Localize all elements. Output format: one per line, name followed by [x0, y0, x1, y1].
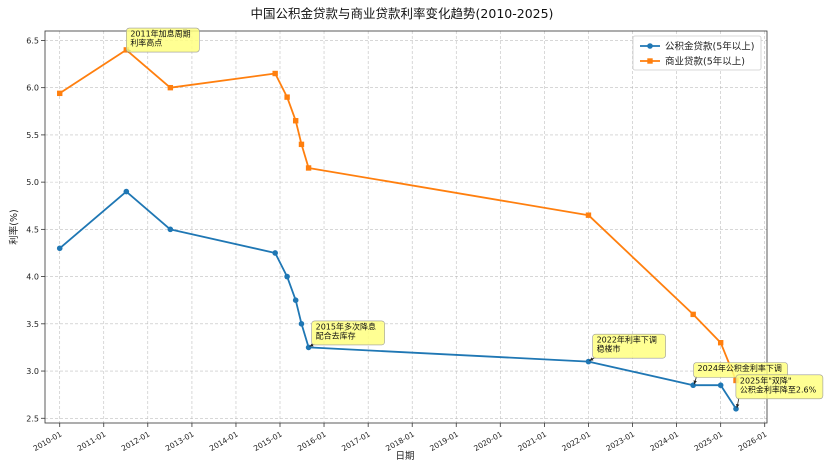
- y-tick-label: 5.0: [26, 178, 39, 187]
- data-point: [167, 84, 174, 91]
- x-tick-label: 2014-01: [208, 429, 240, 453]
- x-tick-label: 2011-01: [76, 429, 108, 453]
- series-line-0: [59, 190, 737, 410]
- data-point: [690, 382, 696, 389]
- data-point: [298, 141, 305, 148]
- x-tick-label: 2025-01: [693, 429, 725, 453]
- x-tick-label: 2026-01: [737, 429, 769, 453]
- annotation-arrowhead: [589, 357, 594, 361]
- data-point: [272, 70, 278, 77]
- y-tick-label: 3.0: [26, 367, 39, 376]
- annotation: 2025年"双降"公积金利率降至2.6%: [735, 374, 824, 408]
- annotation-text: 2022年利率下调: [597, 335, 657, 345]
- annotation-arrowhead: [309, 343, 314, 347]
- data-point: [57, 90, 63, 97]
- legend-marker-0: [647, 43, 653, 49]
- y-axis-title: 利率(%): [8, 209, 20, 244]
- x-tick-label: 2019-01: [428, 429, 460, 453]
- chart-title: 中国公积金贷款与商业贷款利率变化趋势(2010-2025): [251, 6, 554, 21]
- annotation-text: 利率高点: [130, 38, 162, 48]
- data-point: [284, 273, 290, 280]
- legend-box: [632, 35, 762, 71]
- x-axis-title: 日期: [395, 451, 414, 462]
- legend: 公积金贷款(5年以上) 商业贷款(5年以上): [632, 35, 762, 71]
- y-tick-label: 6.5: [26, 36, 39, 45]
- series-line-1: [59, 49, 737, 381]
- x-tick-label: 2016-01: [296, 429, 328, 453]
- x-tick-label: 2013-01: [164, 429, 196, 453]
- y-tick-label: 2.5: [26, 414, 39, 423]
- annotation-box: [126, 27, 200, 53]
- data-point: [585, 212, 592, 218]
- legend-label-1: 商业贷款(5年以上): [665, 56, 745, 68]
- y-tick-label: 6.0: [26, 84, 39, 93]
- x-tick-label: 2010-01: [32, 429, 64, 453]
- y-tick-label: 4.5: [26, 225, 39, 234]
- legend-marker-1: [647, 58, 653, 64]
- annotation-text: 2024年公积金利率下调: [698, 363, 782, 373]
- annotation-text: 稳楼市: [597, 344, 621, 354]
- y-tick-label: 3.5: [26, 320, 39, 329]
- data-point: [123, 188, 130, 195]
- x-tick-label: 2018-01: [384, 429, 416, 453]
- x-tick-label: 2015-01: [252, 429, 284, 453]
- x-tick-label: 2012-01: [120, 429, 152, 453]
- x-tick-label: 2022-01: [560, 429, 592, 453]
- data-point: [56, 245, 63, 252]
- data-point: [292, 118, 299, 124]
- data-point: [272, 250, 278, 256]
- annotation-arrowhead: [735, 403, 740, 408]
- data-point: [284, 94, 290, 100]
- x-tick-label: 2020-01: [472, 429, 504, 453]
- data-point: [690, 311, 696, 318]
- annotation-text: 公积金利率降至2.6%: [740, 384, 817, 394]
- annotation-text: 配合去库存: [316, 330, 356, 340]
- x-tick-label: 2023-01: [604, 429, 636, 453]
- annotation-text: 2025年"双降": [740, 375, 792, 385]
- data-point: [292, 297, 299, 304]
- annotation-box: [735, 374, 824, 400]
- annotation-text: 2011年加息周期: [130, 29, 190, 39]
- legend-label-0: 公积金贷款(5年以上): [665, 41, 754, 53]
- annotation-box: [592, 333, 666, 359]
- y-tick-label: 5.5: [26, 131, 39, 140]
- axes: 2.5 3.0 3.5 4.0 4.5 5.0 5.5 6.0 6.5 2010-01 2011-0…: [26, 36, 768, 453]
- annotation-arrowhead: [693, 380, 697, 385]
- data-point: [167, 226, 174, 233]
- annotation-text: 2015年多次降息: [316, 321, 376, 331]
- data-point: [733, 406, 739, 412]
- data-point: [717, 382, 724, 389]
- x-tick-label: 2024-01: [649, 429, 681, 453]
- x-tick-label: 2017-01: [340, 429, 372, 453]
- plot-area-frame: [44, 30, 768, 424]
- data-point: [717, 340, 724, 346]
- x-tick-label: 2021-01: [516, 429, 548, 453]
- grid: [45, 31, 767, 423]
- y-tick-label: 4.0: [26, 273, 39, 282]
- data-point: [298, 321, 305, 327]
- annotation-box: [311, 320, 385, 346]
- data-point: [305, 165, 312, 171]
